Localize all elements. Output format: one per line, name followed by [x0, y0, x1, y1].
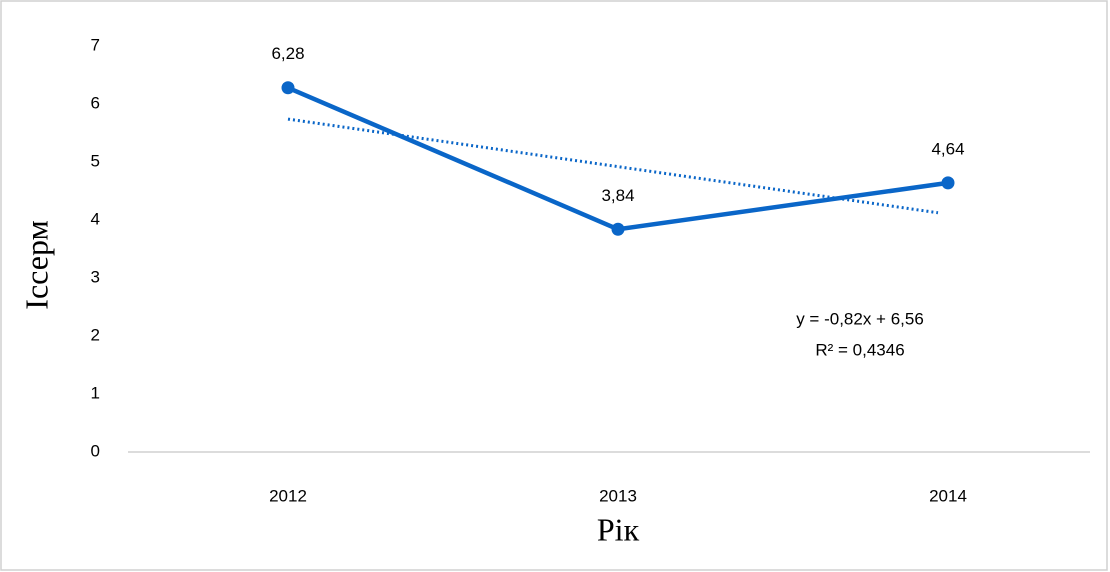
y-tick-label: 6	[91, 93, 100, 112]
data-point	[611, 222, 625, 236]
x-tick-label: 2013	[599, 486, 637, 505]
trendline-r2: R² = 0,4346	[815, 340, 904, 359]
trendline-equation: y = -0,82x + 6,56	[796, 309, 924, 328]
y-axis-label: Іссерм	[18, 220, 54, 309]
y-tick-label: 0	[91, 441, 100, 460]
y-tick-label: 3	[91, 267, 100, 286]
y-tick-label: 7	[91, 35, 100, 54]
y-tick-label: 4	[91, 209, 100, 228]
data-point	[281, 81, 295, 95]
data-label: 4,64	[931, 139, 964, 158]
x-tick-label: 2012	[269, 486, 307, 505]
y-tick-label: 2	[91, 325, 100, 344]
y-tick-label: 5	[91, 151, 100, 170]
y-tick-label: 1	[91, 383, 100, 402]
data-point	[941, 176, 955, 190]
data-label: 3,84	[601, 186, 634, 205]
data-label: 6,28	[271, 44, 304, 63]
x-tick-label: 2014	[929, 486, 967, 505]
x-axis-label: Рік	[597, 511, 640, 547]
